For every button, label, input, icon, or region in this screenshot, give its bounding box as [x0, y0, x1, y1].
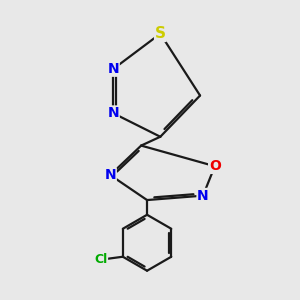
Text: S: S: [155, 26, 166, 41]
Text: N: N: [104, 168, 116, 182]
Text: N: N: [107, 62, 119, 76]
Text: Cl: Cl: [94, 253, 107, 266]
Text: O: O: [209, 159, 221, 173]
Text: N: N: [107, 106, 119, 120]
Text: N: N: [197, 189, 209, 202]
